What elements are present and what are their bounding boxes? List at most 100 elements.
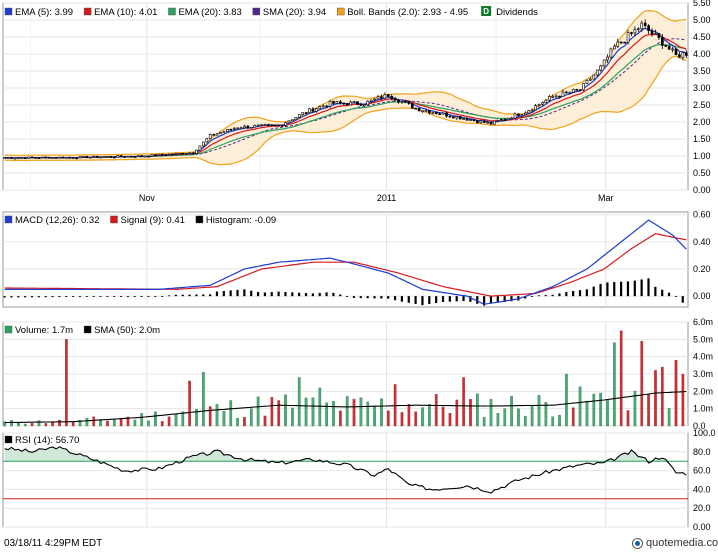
volume-bar: [496, 413, 500, 427]
price-candle: [541, 102, 544, 105]
macd-histogram-bar: [366, 296, 369, 299]
price-candle: [335, 101, 339, 104]
price-candle: [363, 104, 366, 107]
price-legend-label: EMA (20): 3.83: [178, 7, 241, 18]
dividends-badge-icon: [481, 6, 492, 16]
volume-bar: [338, 410, 342, 427]
price-legend-swatch: [168, 7, 176, 16]
price-candle: [301, 112, 305, 115]
price-candle: [407, 101, 411, 104]
volume-bar: [304, 397, 308, 427]
macd-histogram-bar: [78, 296, 82, 297]
volume-bar: [530, 405, 534, 427]
macd-histogram-bar: [393, 296, 397, 301]
price-candle: [592, 74, 596, 80]
axes-layer: 5.50 5.00 4.50 4.00 3.50 3.00 2.50 2.00 1.50 1.00…: [139, 0, 716, 532]
price-candle: [523, 112, 527, 115]
footer-brand[interactable]: quotemedia.com: [632, 537, 718, 549]
price-candle: [219, 132, 222, 134]
volume-bar: [188, 380, 191, 427]
price-candle: [47, 156, 51, 159]
price-y-tick-label: 0.00: [693, 185, 711, 195]
price-candle: [215, 133, 219, 136]
price-candle: [393, 98, 397, 101]
macd-histogram-bar: [346, 296, 349, 297]
macd-histogram-bar: [325, 292, 328, 297]
macd-histogram-bar: [455, 296, 458, 302]
price-candle: [89, 156, 92, 159]
price-candle: [667, 46, 671, 50]
price-candle: [239, 127, 243, 130]
macd-histogram-bar: [10, 296, 13, 298]
volume-bar: [17, 422, 20, 427]
price-candle: [400, 101, 404, 103]
rsi-legend-swatch: [4, 435, 13, 444]
macd-histogram-bar: [133, 296, 136, 297]
volume-bar: [325, 402, 329, 427]
price-candle: [476, 120, 479, 123]
macd-histogram-bar: [298, 292, 301, 297]
price-legend-swatch: [337, 7, 345, 16]
price-candle: [458, 116, 462, 120]
volume-bar: [434, 394, 438, 427]
macd-histogram-bar: [380, 296, 383, 299]
macd-histogram-bar: [304, 293, 308, 297]
rsi-panel-frame: [2, 432, 689, 528]
price-candle: [6, 157, 10, 159]
price-candle: [565, 91, 568, 94]
price-y-tick-label: 2.50: [693, 100, 711, 110]
price-candle: [448, 115, 452, 118]
macd-histogram-bar: [606, 282, 609, 297]
macd-histogram-bar: [551, 294, 554, 297]
price-candle: [339, 101, 342, 104]
price-candle: [599, 65, 602, 71]
macd-histogram-bar: [181, 294, 184, 297]
price-candle: [486, 121, 489, 124]
volume-bar: [160, 421, 164, 427]
price-candle: [71, 157, 75, 159]
price-candle: [174, 152, 178, 155]
price-candle: [544, 99, 548, 104]
macd-histogram-bar: [243, 289, 246, 297]
volume-bar: [523, 415, 527, 427]
macd-histogram-bar: [496, 296, 499, 303]
price-candle: [547, 96, 551, 101]
price-candle: [657, 33, 661, 38]
macd-y-tick-label: 0.40: [693, 237, 711, 247]
price-candle: [184, 153, 188, 155]
bollinger-upper-line: [4, 9, 687, 156]
price-candle: [171, 153, 174, 156]
volume-bar: [489, 399, 493, 427]
price-candle: [438, 113, 442, 115]
x-tick-label: Nov: [139, 193, 156, 203]
price-candle: [75, 157, 78, 160]
x-tick-label: Mar: [598, 193, 614, 203]
price-candle: [95, 155, 99, 158]
price-candle: [664, 45, 668, 47]
price-candle: [311, 108, 315, 112]
volume-bar: [345, 396, 349, 427]
macd-y-tick-label: 0.00: [693, 291, 711, 301]
macd-histogram-bar: [209, 294, 212, 297]
price-candle: [119, 155, 123, 157]
macd-histogram-bar: [414, 296, 417, 304]
macd-histogram-bar: [229, 290, 232, 297]
price-candle: [356, 101, 359, 105]
macd-y-tick-label: 0.60: [693, 210, 711, 220]
footer-timestamp: 03/18/11 4:29PM EDT: [4, 538, 103, 549]
macd-histogram-bar: [578, 290, 582, 297]
price-candle: [61, 156, 65, 159]
price-candle: [582, 83, 585, 91]
volume-bar: [544, 402, 548, 427]
price-candle: [287, 120, 291, 123]
price-candle: [102, 156, 106, 158]
price-y-tick-label: 3.50: [693, 66, 711, 76]
price-candle: [660, 37, 664, 46]
price-candle: [332, 100, 335, 104]
volume-bar: [421, 407, 424, 427]
price-candle: [191, 152, 195, 155]
price-candle: [123, 156, 126, 158]
macd-histogram-bar: [58, 296, 61, 298]
volume-bar: [126, 416, 130, 427]
price-candle: [489, 121, 493, 125]
